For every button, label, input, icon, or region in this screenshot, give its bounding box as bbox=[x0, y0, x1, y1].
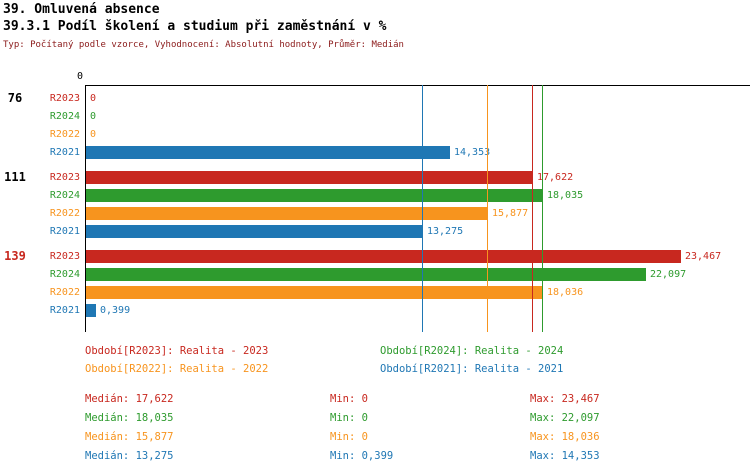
stat-max-r2022: Max: 18,036 bbox=[530, 431, 600, 443]
bar-value-label: 0 bbox=[90, 129, 97, 140]
stat-max-r2023: Max: 23,467 bbox=[530, 393, 600, 405]
bar-r2023 bbox=[86, 250, 681, 263]
stat-max-r2021: Max: 14,353 bbox=[530, 450, 600, 462]
stat-min-r2021: Min: 0,399 bbox=[330, 450, 394, 462]
bar-r2022 bbox=[86, 286, 543, 299]
stat-median-r2023: Medián: 17,622 bbox=[85, 393, 174, 405]
bar-value-label: 0,399 bbox=[100, 305, 131, 316]
bar-series-label: R2023 bbox=[49, 251, 80, 262]
legend-item-r2024: Období[R2024]: Realita - 2024 bbox=[380, 345, 564, 357]
bar-r2022 bbox=[86, 207, 488, 220]
group-label: 139 bbox=[4, 249, 26, 263]
bar-value-label: 0 bbox=[90, 111, 97, 122]
bar-r2021 bbox=[86, 304, 96, 317]
bar-r2023 bbox=[86, 171, 533, 184]
bar-series-label: R2021 bbox=[49, 305, 80, 316]
stat-min-r2023: Min: 0 bbox=[330, 393, 368, 405]
chart-subtitle: Typ: Počítaný podle vzorce, Vyhodnocení:… bbox=[3, 40, 404, 50]
bar-series-label: R2024 bbox=[49, 111, 80, 122]
legend-item-r2022: Období[R2022]: Realita - 2022 bbox=[85, 363, 269, 375]
stat-median-r2022: Medián: 15,877 bbox=[85, 431, 174, 443]
legend-item-r2021: Období[R2021]: Realita - 2021 bbox=[380, 363, 564, 375]
median-line-r2024 bbox=[542, 85, 543, 332]
bar-series-label: R2023 bbox=[49, 172, 80, 183]
stat-median-r2021: Medián: 13,275 bbox=[85, 450, 174, 462]
bar-value-label: 0 bbox=[90, 93, 97, 104]
median-line-r2022 bbox=[487, 85, 488, 332]
bar-value-label: 23,467 bbox=[685, 251, 722, 262]
bar-series-label: R2022 bbox=[49, 129, 80, 140]
bar-r2021 bbox=[86, 225, 423, 238]
bar-value-label: 15,877 bbox=[492, 208, 529, 219]
bar-series-label: R2024 bbox=[49, 190, 80, 201]
axis-origin-label: 0 bbox=[76, 71, 83, 82]
bar-series-label: R2022 bbox=[49, 287, 80, 298]
bar-series-label: R2021 bbox=[49, 226, 80, 237]
stat-max-r2024: Max: 22,097 bbox=[530, 412, 600, 424]
group-label: 76 bbox=[7, 91, 23, 105]
bar-value-label: 14,353 bbox=[454, 147, 491, 158]
bar-series-label: R2021 bbox=[49, 147, 80, 158]
bar-value-label: 13,275 bbox=[427, 226, 464, 237]
bar-r2024 bbox=[86, 189, 543, 202]
y-axis-line bbox=[85, 85, 86, 332]
bar-value-label: 18,035 bbox=[547, 190, 584, 201]
group-label: 111 bbox=[4, 170, 26, 184]
stat-median-r2024: Medián: 18,035 bbox=[85, 412, 174, 424]
stat-min-r2022: Min: 0 bbox=[330, 431, 368, 443]
chart-title: 39.3.1 Podíl školení a studium při zaměs… bbox=[3, 19, 387, 34]
bar-series-label: R2024 bbox=[49, 269, 80, 280]
axis-baseline bbox=[85, 85, 750, 86]
bar-value-label: 18,036 bbox=[547, 287, 584, 298]
bar-r2021 bbox=[86, 146, 450, 159]
report-section-title: 39. Omluvená absence bbox=[3, 2, 160, 17]
bar-series-label: R2023 bbox=[49, 93, 80, 104]
legend-item-r2023: Období[R2023]: Realita - 2023 bbox=[85, 345, 269, 357]
bar-value-label: 17,622 bbox=[537, 172, 574, 183]
bar-series-label: R2022 bbox=[49, 208, 80, 219]
bar-value-label: 22,097 bbox=[650, 269, 687, 280]
stat-min-r2024: Min: 0 bbox=[330, 412, 368, 424]
bar-r2024 bbox=[86, 268, 646, 281]
median-line-r2021 bbox=[422, 85, 423, 332]
median-line-r2023 bbox=[532, 85, 533, 332]
